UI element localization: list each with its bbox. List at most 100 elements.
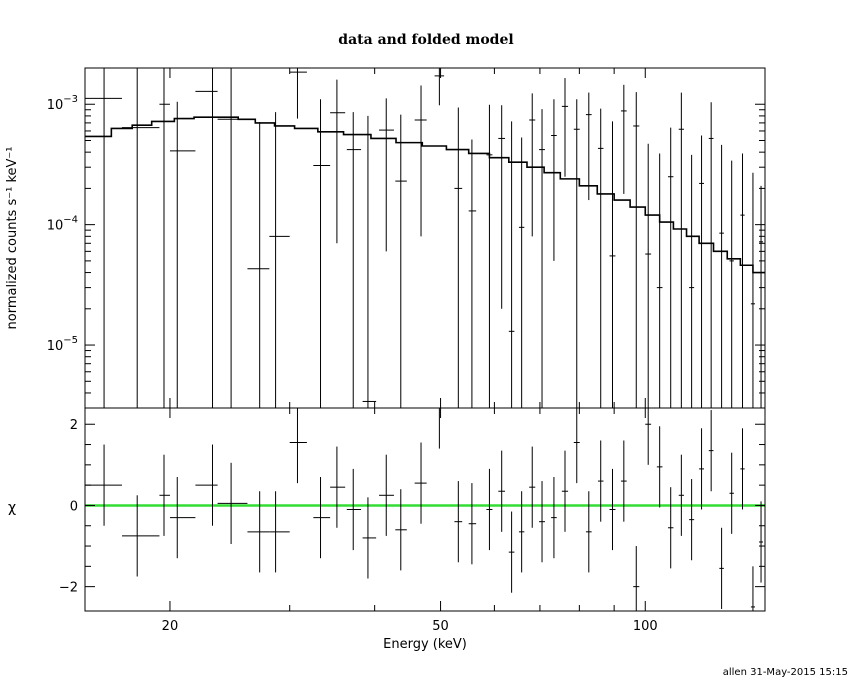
residual-data-point: [729, 452, 734, 534]
spectrum-data-point: [689, 154, 695, 408]
spectrum-data-point: [508, 121, 515, 408]
residual-data-point: [518, 491, 525, 573]
top-y-axis-label: normalized counts s⁻¹ keV⁻¹: [5, 147, 20, 330]
spectrum-data-point: [195, 68, 218, 408]
spectrum-data-point: [620, 84, 627, 194]
spectrum-data-point: [330, 79, 346, 244]
spectrum-data-point: [678, 92, 684, 408]
x-axis-label: Energy (keV): [383, 637, 467, 652]
spectrum-data-point: [740, 153, 745, 408]
spectrum-data-point: [247, 122, 270, 408]
spectrum-data-point: [414, 85, 427, 237]
residual-data-point: [269, 491, 290, 573]
spectrum-data-point: [539, 109, 545, 408]
spectrum-data-point: [486, 104, 493, 408]
timestamp-footer: allen 31-May-2015 15:15: [722, 667, 848, 678]
y-tick-label: 2: [70, 418, 78, 433]
spectrum-data-point: [699, 135, 704, 408]
bottom-y-axis-label: χ: [8, 500, 16, 516]
spectrum-data-point: [759, 185, 764, 408]
residual-data-point: [740, 428, 745, 510]
residual-data-point: [498, 450, 506, 532]
chart-title: data and folded model: [338, 32, 513, 48]
spectrum-data-point: [529, 93, 536, 237]
spectrum-data-point: [719, 144, 724, 408]
spectrum-data-point: [159, 68, 170, 408]
residual-data-point: [539, 481, 545, 563]
residual-data-point: [468, 483, 477, 565]
residual-data-point: [645, 408, 652, 465]
residuals-panel-frame: [84, 407, 766, 612]
spectrum-axis-ticks: 10−3 10−4 10−5: [47, 67, 765, 409]
spectrum-data-point: [121, 68, 160, 408]
residual-data-point: [414, 442, 427, 524]
residual-data-point: [656, 426, 663, 508]
spectrum-data-point: [561, 78, 569, 177]
residual-data-point: [289, 408, 307, 484]
spectrum-data-point: [289, 68, 307, 119]
spectrum-data-point: [313, 99, 331, 408]
residual-data-point: [486, 468, 493, 551]
folded-model-line: [85, 116, 765, 274]
spectrum-data-point: [169, 101, 196, 408]
spectrum-data-point: [729, 160, 734, 408]
y-tick-label: 10−4: [47, 215, 78, 234]
residual-data-point: [85, 444, 122, 526]
residual-data-point: [330, 446, 346, 528]
spectrum-data-point: [708, 102, 714, 408]
spectrum-data-points: [85, 68, 764, 408]
residual-data-point: [708, 410, 714, 492]
spectrum-panel: 10−3 10−4 10−5: [47, 67, 766, 409]
residual-data-point: [620, 440, 627, 522]
residual-data-point: [379, 454, 394, 536]
residual-data-point: [313, 477, 331, 559]
residual-data-point: [561, 450, 569, 532]
residual-data-point: [719, 527, 724, 609]
residual-data-point: [195, 444, 218, 526]
x-tick-label: 20: [162, 619, 179, 634]
spectrum-data-point: [585, 92, 592, 201]
spectrum-data-point: [395, 114, 407, 408]
residual-data-point: [159, 454, 170, 536]
y-tick-label: 10−5: [47, 335, 78, 354]
residual-data-point: [609, 468, 616, 551]
spectrum-data-point: [379, 98, 394, 252]
residual-data-point: [529, 446, 536, 528]
residual-data-point: [454, 481, 463, 563]
spectrum-data-point: [269, 112, 290, 408]
spectrum-data-point: [346, 112, 362, 408]
residual-data-point: [633, 546, 640, 611]
residual-data-point: [508, 511, 515, 593]
residual-data-point: [551, 477, 557, 559]
residual-data-point: [395, 489, 407, 571]
spectrum-data-point: [597, 108, 604, 408]
residual-data-point: [750, 566, 755, 611]
y-tick-label: 10−3: [47, 94, 78, 113]
residual-data-point: [247, 491, 270, 573]
y-tick-label: 0: [70, 499, 78, 514]
spectrum-data-point: [573, 99, 580, 408]
residual-data-point: [121, 495, 160, 577]
residual-data-points: [85, 407, 764, 611]
spectrum-data-point: [434, 68, 445, 106]
residual-data-point: [585, 491, 592, 573]
spectrum-data-point: [362, 115, 377, 408]
spectrum-data-point: [609, 121, 616, 408]
folded-model-step: [85, 116, 765, 274]
residual-data-point: [434, 407, 445, 449]
residual-data-point: [346, 468, 362, 551]
spectrum-data-point: [667, 127, 674, 408]
spectrum-data-point: [498, 105, 506, 309]
x-tick-label: 50: [432, 619, 449, 634]
residual-data-point: [573, 408, 580, 484]
residual-data-point: [699, 428, 704, 510]
residual-data-point: [217, 462, 248, 545]
spectrum-data-point: [551, 99, 557, 261]
residual-data-point: [169, 477, 196, 559]
residual-data-point: [667, 487, 674, 569]
x-tick-label: 100: [633, 619, 658, 634]
spectrum-data-point: [645, 143, 652, 408]
